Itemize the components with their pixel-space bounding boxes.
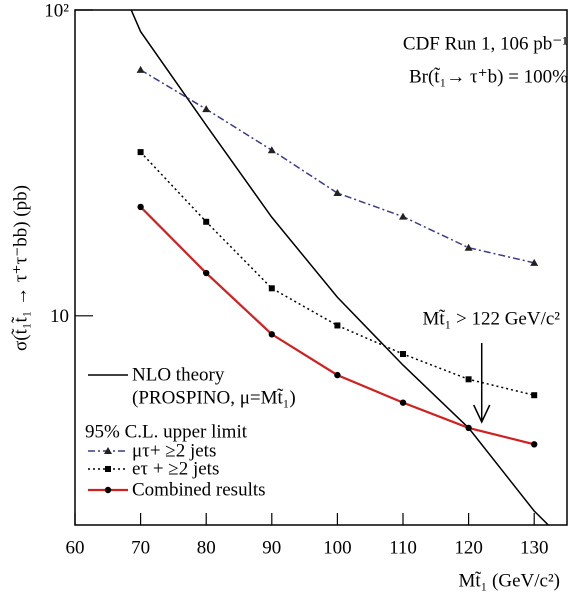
annotation: CDF Run 1, 106 pb⁻¹ <box>403 33 568 54</box>
x-axis-label: Mt̃₁ (GeV/c²) <box>459 570 561 591</box>
legend-marker <box>104 447 112 454</box>
marker <box>203 218 210 225</box>
marker <box>465 376 472 383</box>
plot-area <box>130 10 550 525</box>
x-tick-label: 130 <box>520 537 549 558</box>
marker <box>531 392 538 399</box>
series-line <box>140 151 535 396</box>
limit-arrowhead <box>473 404 491 424</box>
marker <box>333 189 342 197</box>
legend-label: NLO theory <box>132 364 225 385</box>
marker <box>137 149 144 156</box>
marker <box>136 65 145 73</box>
marker <box>137 203 144 211</box>
marker <box>334 371 341 379</box>
marker <box>399 399 407 406</box>
x-tick-label: 100 <box>323 537 352 558</box>
x-tick-label: 80 <box>197 537 216 558</box>
marker <box>465 424 472 432</box>
legend-label: μτ+ ≥2 jets <box>132 440 216 461</box>
marker <box>334 322 341 329</box>
legend-marker <box>104 486 112 494</box>
legend-label: (PROSPINO, μ=Mt̃₁) <box>132 387 296 408</box>
legend-marker <box>105 466 111 472</box>
x-tick-label: 70 <box>131 537 150 558</box>
y-axis-label: σ(t̃₁t̃₁ → τ⁺τ⁻bb) (pb) <box>10 185 31 351</box>
marker <box>531 441 538 448</box>
marker <box>268 285 275 292</box>
x-tick-label: 90 <box>262 537 281 558</box>
y-tick-label: 10² <box>44 0 69 21</box>
legend-label: eτ + ≥2 jets <box>132 458 219 479</box>
limit-label: Mt̃₁ > 122 GeV/c² <box>422 308 560 329</box>
x-tick-label: 60 <box>66 537 85 558</box>
marker <box>203 269 210 277</box>
plot-frame <box>74 9 568 526</box>
marker <box>530 258 539 266</box>
x-tick-label: 120 <box>454 537 483 558</box>
legend-heading: 95% C.L. upper limit <box>85 421 248 442</box>
marker <box>267 146 276 154</box>
series-line <box>140 69 535 264</box>
marker <box>202 105 211 113</box>
series-line <box>130 10 550 525</box>
marker <box>399 212 407 220</box>
marker <box>464 243 473 251</box>
marker <box>268 331 275 338</box>
legend-label: Combined results <box>132 479 266 500</box>
y-tick-label: 10 <box>50 306 69 327</box>
marker <box>400 351 406 358</box>
annotation: Br(t̃₁→ τ⁺b) = 100% <box>409 66 568 87</box>
x-tick-label: 110 <box>389 537 417 558</box>
